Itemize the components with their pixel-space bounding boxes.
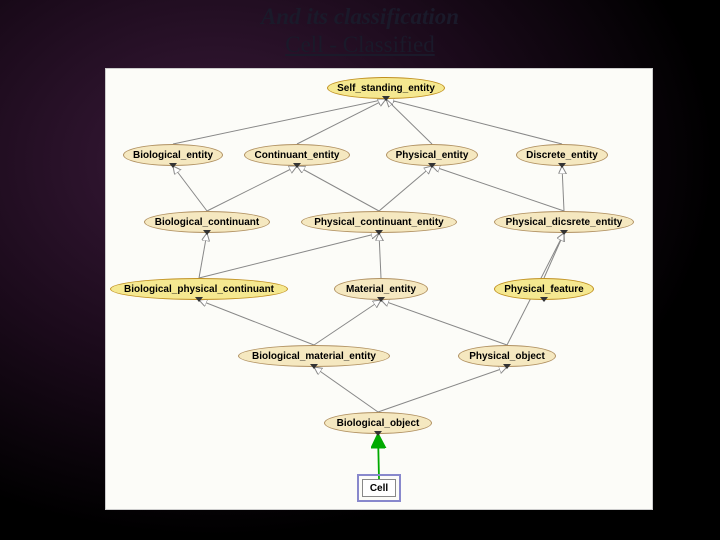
expand-icon: [428, 163, 436, 168]
expand-icon: [560, 230, 568, 235]
title-line1: And its classification: [0, 4, 720, 30]
node-cell: Cell: [362, 479, 396, 497]
title-area: And its classification Cell - Classified: [0, 0, 720, 58]
expand-icon: [310, 364, 318, 369]
title-line2: Cell - Classified: [0, 32, 720, 58]
expand-icon: [382, 96, 390, 101]
expand-icon: [169, 163, 177, 168]
expand-icon: [203, 230, 211, 235]
expand-icon: [540, 297, 548, 302]
expand-icon: [375, 230, 383, 235]
ontology-diagram: Self_standing_entityBiological_entityCon…: [105, 68, 653, 510]
expand-icon: [503, 364, 511, 369]
expand-icon: [195, 297, 203, 302]
expand-icon: [293, 163, 301, 168]
expand-icon: [558, 163, 566, 168]
expand-icon: [377, 297, 385, 302]
expand-icon: [374, 431, 382, 436]
